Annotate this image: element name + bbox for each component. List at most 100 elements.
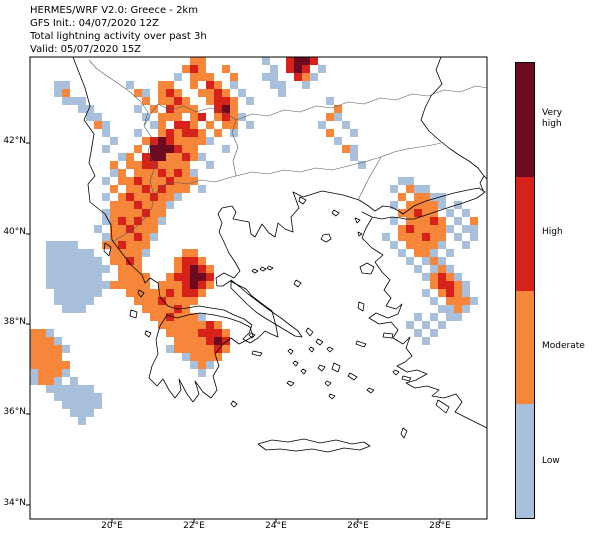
heatmap-cell: [142, 217, 150, 225]
heatmap-cell: [454, 217, 462, 225]
heatmap-cell: [166, 329, 174, 337]
heatmap-cell: [294, 57, 302, 65]
heatmap-cell: [46, 329, 54, 337]
heatmap-cell: [62, 385, 70, 393]
x-tick-label-22e: 22°E: [183, 521, 205, 531]
heatmap-cell: [190, 321, 198, 329]
heatmap-cell: [54, 265, 62, 273]
heatmap-cell: [414, 225, 422, 233]
heatmap-cell: [342, 145, 350, 153]
heatmap-cell: [126, 281, 134, 289]
heatmap-cell: [190, 353, 198, 361]
heatmap-cell: [126, 225, 134, 233]
heatmap-cell: [222, 105, 230, 113]
heatmap-cell: [414, 185, 422, 193]
heatmap-cell: [158, 81, 166, 89]
heatmap-cell: [110, 217, 118, 225]
heatmap-cell: [166, 193, 174, 201]
heatmap-cell: [166, 113, 174, 121]
heatmap-cell: [190, 65, 198, 73]
heatmap-cell: [46, 241, 54, 249]
heatmap-cell: [406, 233, 414, 241]
heatmap-cell: [94, 257, 102, 265]
heatmap-cell: [142, 89, 150, 97]
heatmap-cell: [174, 153, 182, 161]
heatmap-cell: [134, 185, 142, 193]
heatmap-cell: [446, 281, 454, 289]
heatmap-cell: [78, 97, 86, 105]
heatmap-cell: [54, 337, 62, 345]
heatmap-cell: [182, 345, 190, 353]
heatmap-cell: [190, 289, 198, 297]
title-valid-line: Valid: 05/07/2020 15Z: [30, 44, 142, 55]
heatmap-cell: [190, 137, 198, 145]
heatmap-cell: [142, 177, 150, 185]
heatmap-cell: [62, 393, 70, 401]
heatmap-cell: [422, 193, 430, 201]
heatmap-cell: [206, 265, 214, 273]
heatmap-cell: [174, 177, 182, 185]
heatmap-cell: [150, 185, 158, 193]
heatmap-cell: [86, 289, 94, 297]
heatmap-cell: [150, 217, 158, 225]
heatmap-cell: [286, 65, 294, 73]
heatmap-cell: [126, 81, 134, 89]
heatmap-cell: [462, 289, 470, 297]
heatmap-cell: [86, 281, 94, 289]
colorbar-label-moderate: Moderate: [542, 341, 585, 351]
heatmap-cell: [38, 353, 46, 361]
heatmap-cell: [118, 281, 126, 289]
peloponnese-coastline: [148, 312, 254, 403]
figure-title-block: HERMES/WRF V2.0: Greece - 2km GFS Init.:…: [30, 4, 207, 56]
heatmap-cell: [158, 281, 166, 289]
heatmap-cell: [142, 193, 150, 201]
heatmap-cell: [350, 153, 358, 161]
heatmap-cell: [222, 329, 230, 337]
heatmap-cell: [182, 297, 190, 305]
heatmap-cell: [166, 89, 174, 97]
heatmap-cell: [126, 257, 134, 265]
title-init-line: GFS Init.: 04/07/2020 12Z: [30, 18, 159, 29]
colorbar-label-very-high: Very high: [542, 108, 563, 129]
heatmap-cell: [430, 193, 438, 201]
heatmap-cell: [142, 137, 150, 145]
heatmap-cell: [102, 145, 110, 153]
heatmap-cell: [430, 297, 438, 305]
heatmap-cell: [470, 297, 478, 305]
heatmap-cell: [190, 73, 198, 81]
heatmap-cell: [134, 265, 142, 273]
heatmap-cell: [126, 233, 134, 241]
heatmap-cell: [62, 81, 70, 89]
heatmap-cell: [118, 209, 126, 217]
heatmap-cell: [86, 409, 94, 417]
heatmap-cell: [166, 297, 174, 305]
heatmap-cell: [150, 145, 158, 153]
heatmap-cell: [390, 185, 398, 193]
heatmap-cell: [126, 273, 134, 281]
heatmap-cell: [206, 361, 214, 369]
colorbar-segment-low: [516, 404, 534, 518]
heatmap-cell: [118, 265, 126, 273]
heatmap-cell: [142, 241, 150, 249]
heatmap-cell: [182, 257, 190, 265]
heatmap-cell: [158, 129, 166, 137]
heatmap-cell: [94, 113, 102, 121]
heatmap-cell: [198, 329, 206, 337]
heatmap-cell: [118, 257, 126, 265]
heatmap-cell: [214, 353, 222, 361]
heatmap-cell: [190, 129, 198, 137]
heatmap-cell: [174, 73, 182, 81]
heatmap-cell: [446, 225, 454, 233]
heatmap-cell: [62, 289, 70, 297]
heatmap-cell: [110, 281, 118, 289]
heatmap-cell: [62, 361, 70, 369]
heatmap-cell: [142, 169, 150, 177]
heatmap-cell: [262, 57, 270, 65]
heatmap-cell: [430, 217, 438, 225]
heatmap-cell: [70, 289, 78, 297]
heatmap-cell: [422, 185, 430, 193]
heatmap-cell: [134, 169, 142, 177]
heatmap-cell: [398, 249, 406, 257]
heatmap-cell: [94, 289, 102, 297]
